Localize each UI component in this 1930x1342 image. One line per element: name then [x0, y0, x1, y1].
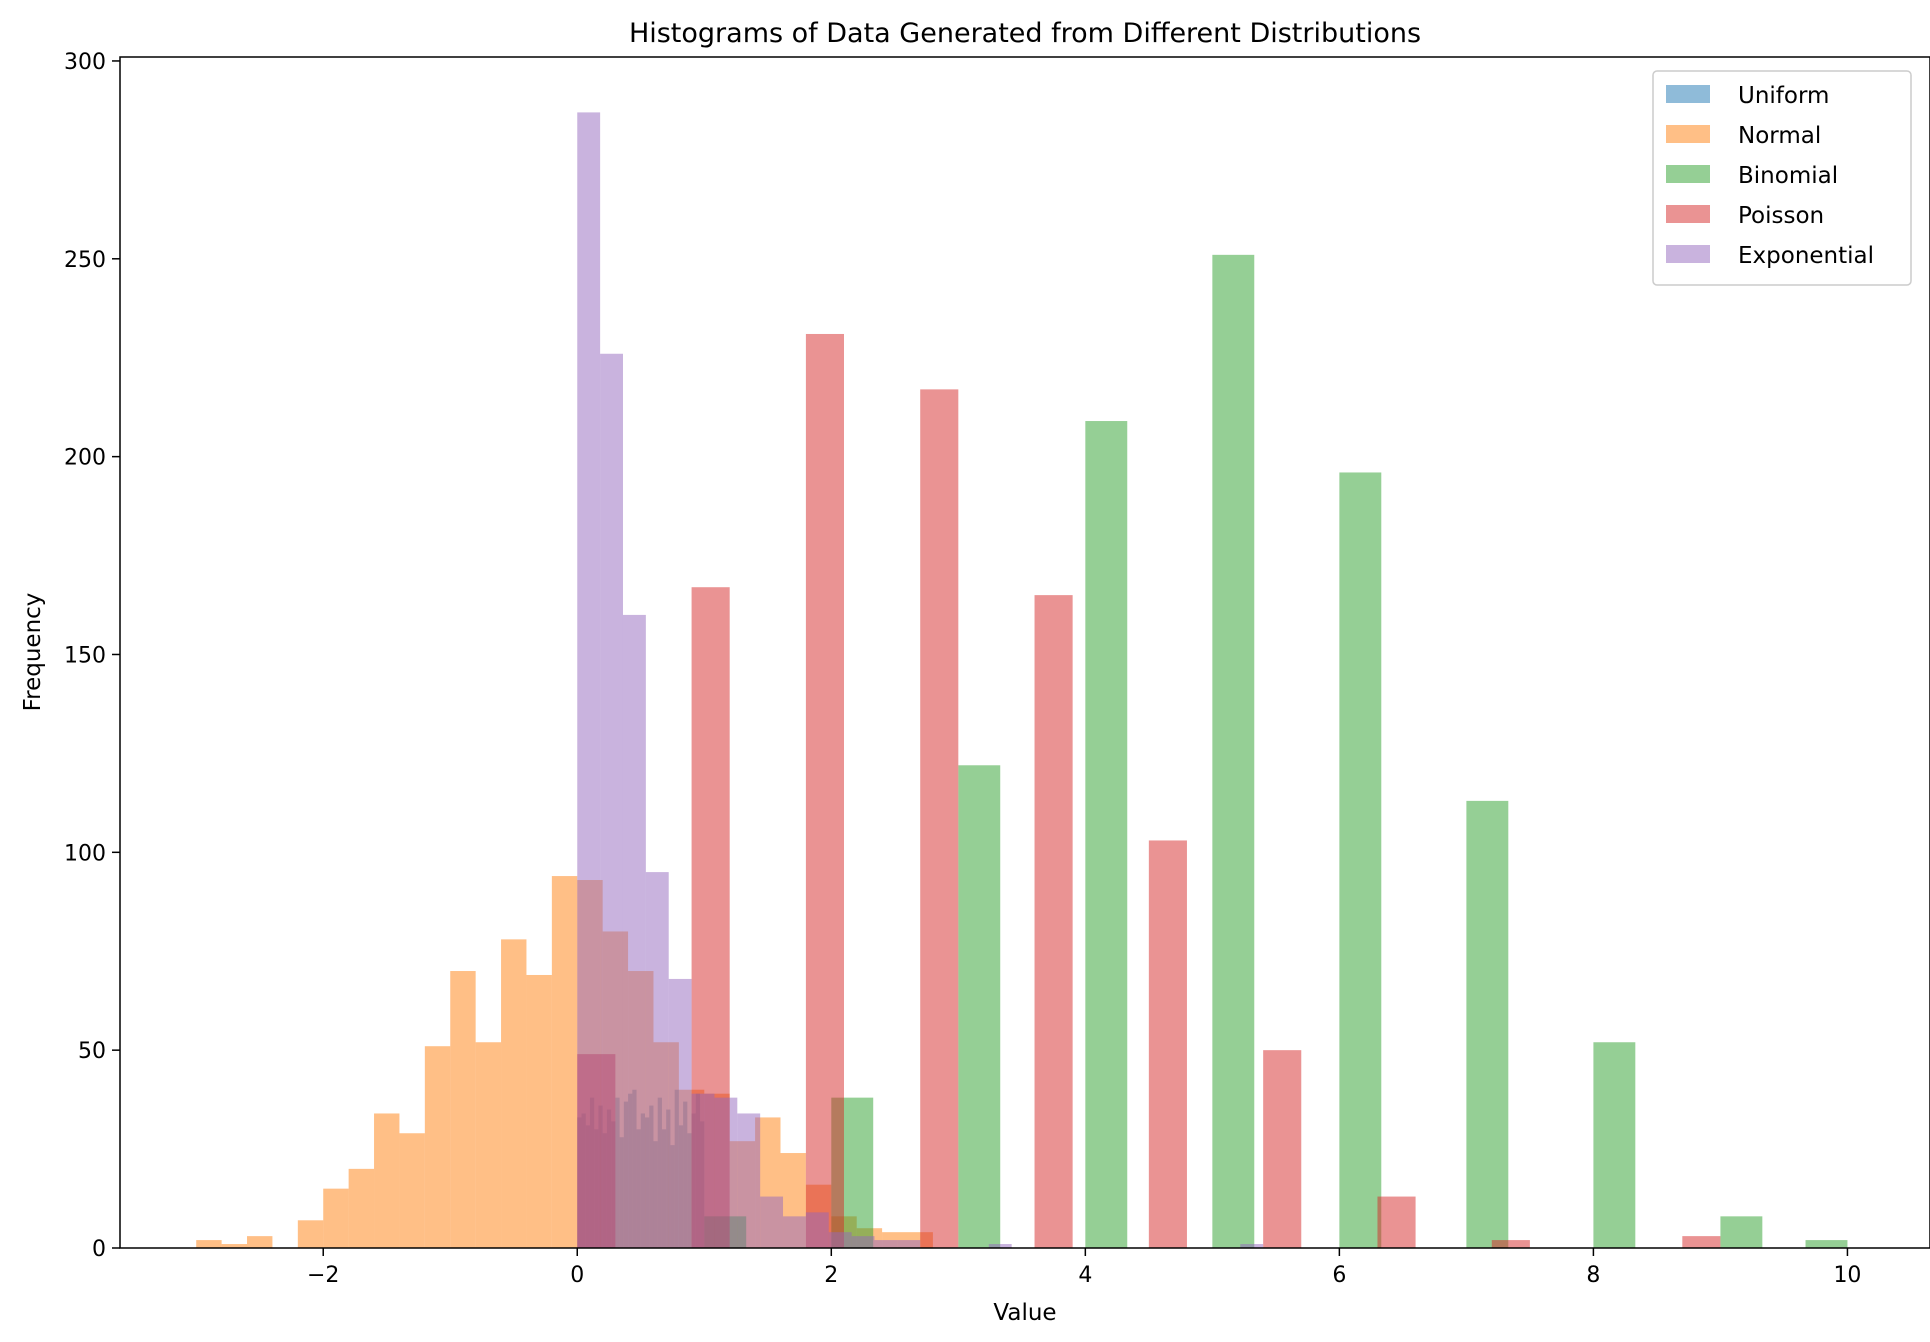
legend-box — [1652, 70, 1912, 286]
x-tick-label: −2 — [307, 1263, 339, 1288]
normal-legend-swatch — [1666, 125, 1710, 143]
normal-bar — [374, 1113, 400, 1248]
x-axis-ticks: −2 0 2 4 6 8 10 — [307, 1248, 1861, 1288]
normal-legend-label: Normal — [1738, 123, 1821, 149]
legend: Uniform Normal Binomial Poisson Exponential — [1652, 70, 1912, 286]
binomial-bar — [958, 765, 1001, 1248]
y-tick-label: 250 — [64, 248, 106, 273]
y-tick-label: 100 — [64, 841, 106, 866]
exponential-bar — [760, 1196, 784, 1248]
x-tick-label: 6 — [1332, 1263, 1346, 1288]
y-tick-label: 50 — [78, 1039, 106, 1064]
binomial-bar — [1212, 254, 1255, 1249]
exponential-bar — [874, 1240, 898, 1248]
normal-bar — [475, 1042, 502, 1248]
normal-bar — [526, 974, 552, 1248]
x-tick-label: 10 — [1833, 1263, 1861, 1288]
normal-bar — [221, 1244, 248, 1248]
exponential-bar — [988, 1244, 1012, 1248]
poisson-bar — [1377, 1196, 1416, 1248]
x-tick-label: 0 — [570, 1263, 584, 1288]
poisson-bar — [1263, 1050, 1302, 1248]
normal-bar — [196, 1240, 222, 1248]
binomial-legend-swatch — [1666, 165, 1710, 183]
y-tick-label: 300 — [64, 50, 106, 75]
uniform-legend-swatch — [1666, 85, 1710, 103]
normal-bar — [323, 1188, 349, 1248]
normal-bar — [424, 1046, 451, 1248]
x-tick-label: 8 — [1586, 1263, 1600, 1288]
exponential-bar — [851, 1236, 875, 1248]
exponential-bar — [668, 978, 692, 1248]
normal-bar — [450, 971, 476, 1248]
binomial-bar — [1805, 1240, 1848, 1248]
poisson-legend-label: Poisson — [1738, 203, 1824, 229]
poisson-bar — [920, 389, 959, 1249]
exponential-bar — [691, 1093, 715, 1248]
poisson-legend-swatch — [1666, 205, 1710, 223]
normal-bar — [399, 1133, 425, 1248]
poisson-bar — [1682, 1236, 1721, 1248]
binomial-bar — [1085, 421, 1128, 1248]
normal-bar — [551, 876, 578, 1248]
y-tick-label: 200 — [64, 446, 106, 471]
binomial-bar — [1720, 1216, 1763, 1248]
binomial-bar — [1593, 1042, 1636, 1248]
y-tick-label: 150 — [64, 643, 106, 668]
binomial-bar — [1339, 472, 1382, 1249]
exponential-bar — [645, 872, 669, 1248]
x-tick-label: 4 — [1078, 1263, 1092, 1288]
exponential-bar — [577, 112, 601, 1248]
poisson-bar — [1034, 595, 1073, 1248]
exponential-bar — [783, 1216, 806, 1248]
binomial-bar — [1466, 800, 1509, 1248]
y-axis-label: Frequency — [20, 593, 46, 712]
binomial-legend-label: Binomial — [1738, 163, 1838, 189]
exponential-bar — [714, 1097, 738, 1248]
exponential-bar — [600, 353, 623, 1248]
normal-bar — [501, 939, 527, 1248]
normal-bar — [247, 1236, 273, 1248]
x-axis-label: Value — [993, 1300, 1056, 1326]
exponential-bar — [1240, 1244, 1264, 1248]
exponential-bar — [622, 614, 646, 1248]
exponential-bar — [805, 1212, 829, 1248]
exponential-bar — [897, 1240, 921, 1248]
y-axis-ticks: 0 50 100 150 200 250 300 — [64, 50, 120, 1262]
poisson-bar — [1491, 1240, 1530, 1248]
normal-bar — [348, 1168, 375, 1248]
uniform-legend-label: Uniform — [1738, 83, 1829, 109]
poisson-bar — [805, 333, 844, 1248]
histogram-bars — [196, 112, 1848, 1249]
exponential-bar — [828, 1232, 852, 1248]
exponential-legend-label: Exponential — [1738, 243, 1874, 269]
normal-bar — [297, 1220, 324, 1248]
x-tick-label: 2 — [824, 1263, 838, 1288]
plot-frame — [119, 56, 1930, 1249]
y-tick-label: 0 — [92, 1237, 106, 1262]
exponential-bar — [737, 1113, 761, 1248]
chart-title: Histograms of Data Generated from Differ… — [629, 18, 1421, 49]
poisson-bar — [1148, 840, 1187, 1248]
exponential-legend-swatch — [1666, 245, 1710, 263]
